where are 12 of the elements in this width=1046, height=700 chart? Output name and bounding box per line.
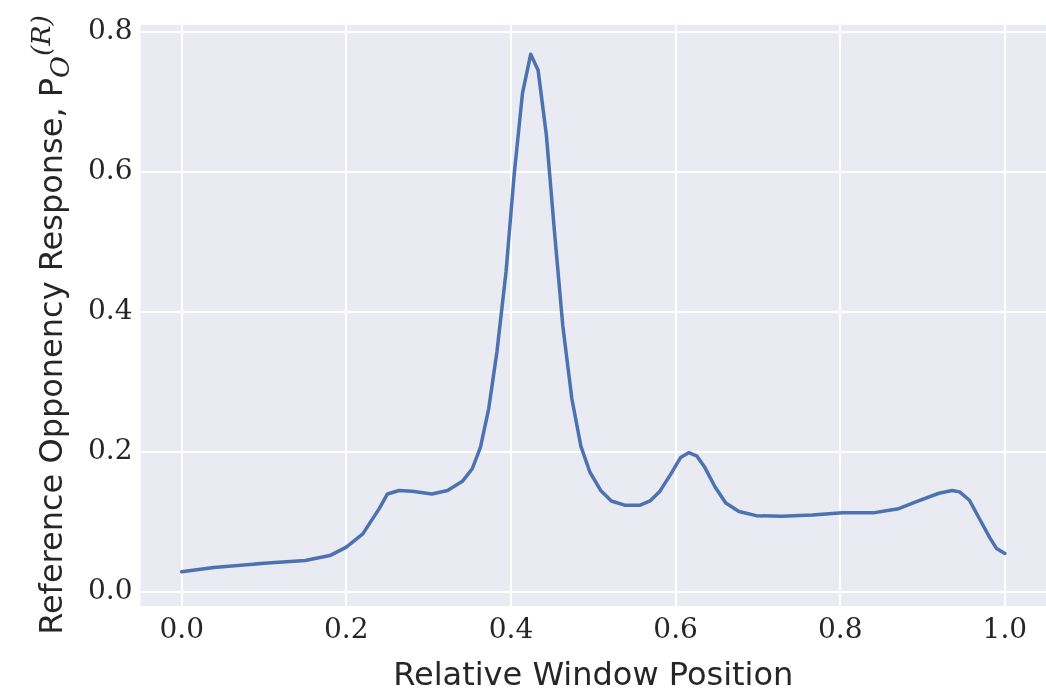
y-tick-label: 0.0 xyxy=(88,573,133,607)
y-tick-label: 0.6 xyxy=(88,153,133,187)
y-tick-label: 0.8 xyxy=(88,13,133,47)
x-tick-label: 0.4 xyxy=(488,612,534,646)
y-tick-label: 0.2 xyxy=(88,433,133,467)
x-tick-label: 0.8 xyxy=(817,612,863,646)
y-tick-label: 0.4 xyxy=(88,293,133,327)
x-tick-label: 0.6 xyxy=(653,612,698,646)
x-tick-label: 1.0 xyxy=(982,612,1028,646)
x-tick-label: 0.2 xyxy=(324,612,369,646)
x-axis-title: Relative Window Position xyxy=(393,655,794,694)
x-tick-label: 0.0 xyxy=(159,612,204,646)
